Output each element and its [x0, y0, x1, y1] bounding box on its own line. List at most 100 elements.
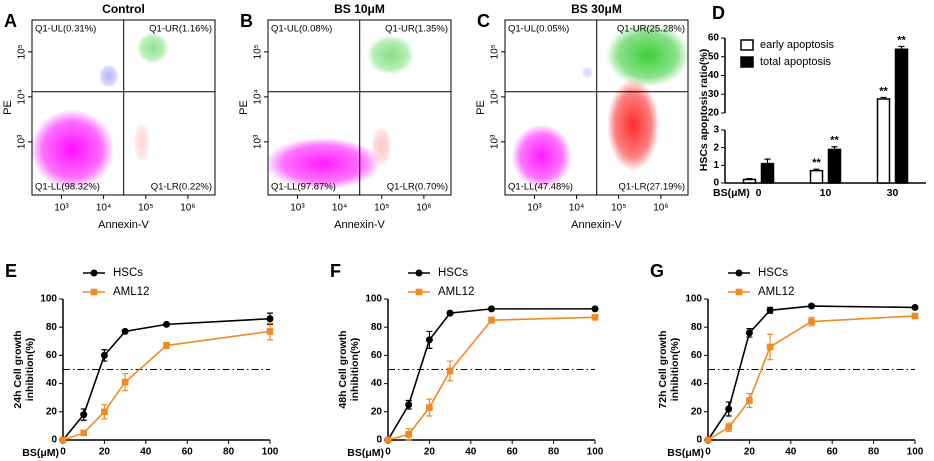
- y-axis-label: 24h Cell growth: [12, 330, 24, 408]
- x-tick-label: 0: [60, 447, 66, 458]
- marker: [766, 306, 774, 314]
- x-tick-label: 10⁶: [416, 203, 431, 214]
- event-clouds: [268, 35, 415, 190]
- x-axis-label: BS(μM): [22, 447, 59, 459]
- x-tick-label: 30: [887, 187, 899, 199]
- marker: [725, 424, 732, 431]
- quadrant-label: Q1-UR(1.35%): [385, 24, 448, 35]
- x-tick-label: 10⁵: [611, 203, 626, 214]
- marker: [488, 316, 495, 324]
- y-tick-label: 0: [51, 435, 57, 446]
- legend-marker: [735, 288, 743, 296]
- y-tick-label: 1: [713, 160, 719, 171]
- legend-swatch: [740, 56, 754, 68]
- y-axis-label: PE: [238, 100, 250, 115]
- quadrant-label: Q1-UL(0.08%): [271, 24, 332, 35]
- marker: [80, 411, 88, 419]
- y-tick-label: 60: [691, 350, 703, 361]
- y-tick-label: 20: [371, 406, 383, 417]
- legend-label: early apoptosis: [760, 39, 834, 51]
- y-axis-label: inhibition(%): [24, 338, 36, 402]
- legend-marker: [90, 288, 98, 296]
- legend-label: AML12: [113, 286, 149, 298]
- y-tick-label: 60: [371, 350, 383, 361]
- y-axis-label: HSCs apoptosis ratio(%): [698, 49, 710, 172]
- x-tick-label: 40: [465, 447, 477, 458]
- legend-label: total apoptosis: [760, 56, 831, 68]
- x-tick-label: 10⁵: [138, 203, 153, 214]
- quadrant-label: Q1-UL(0.05%): [508, 24, 569, 35]
- y-tick-label: 3: [713, 125, 719, 136]
- event-cloud: [133, 122, 150, 163]
- legend-label: AML12: [758, 286, 794, 298]
- legend-marker: [415, 288, 423, 296]
- y-tick-label: 0: [713, 178, 719, 189]
- significance-label: **: [897, 34, 906, 46]
- marker: [911, 312, 919, 320]
- marker: [425, 336, 433, 344]
- y-tick-label: 20: [708, 108, 720, 119]
- bar: [894, 48, 909, 184]
- panel-letter: G: [650, 261, 664, 281]
- panel-letter: B: [240, 11, 253, 31]
- x-tick-label: 40: [785, 447, 797, 458]
- y-tick-label: 10⁵: [490, 44, 501, 59]
- marker: [911, 303, 919, 311]
- panel-title: BS 10μM: [334, 2, 385, 16]
- event-cloud: [371, 126, 392, 166]
- marker: [80, 429, 87, 437]
- x-axis-label: BS(μM): [347, 447, 384, 459]
- quadrant-label: Q1-LL(98.32%): [35, 182, 100, 193]
- y-tick-label: 30: [708, 89, 720, 100]
- error-bar: [831, 146, 838, 150]
- error-bar: [746, 177, 753, 180]
- y-tick-label: 10⁴: [490, 89, 501, 104]
- y-tick-label: 10⁴: [253, 89, 264, 104]
- bar: [742, 178, 757, 184]
- marker: [405, 401, 413, 409]
- quadrant-label: Q1-UL(0.31%): [35, 24, 96, 35]
- panel-letter: A: [4, 11, 17, 31]
- y-tick-label: 10⁵: [17, 44, 28, 59]
- marker: [384, 436, 392, 444]
- x-tick-label: 100: [907, 447, 924, 458]
- y-tick-label: 20: [46, 406, 58, 417]
- x-tick-label: 80: [548, 447, 560, 458]
- y-axis-label: inhibition(%): [349, 338, 361, 402]
- x-tick-label: 10⁶: [180, 203, 195, 214]
- x-tick-label: 40: [140, 447, 152, 458]
- quadrant-label: Q1-LL(47.48%): [508, 182, 573, 193]
- y-tick-label: 2: [713, 142, 719, 153]
- significance-label: **: [830, 135, 839, 147]
- x-axis-label: Annexin-V: [571, 219, 622, 231]
- event-cloud: [511, 124, 572, 189]
- x-axis-label: Annexin-V: [334, 219, 385, 231]
- event-cloud: [268, 137, 381, 190]
- event-clouds: [32, 32, 169, 190]
- error-bar: [898, 45, 905, 50]
- y-tick-label: 10³: [17, 134, 28, 149]
- marker: [725, 405, 733, 413]
- quadrant-label: Q1-LR(0.22%): [151, 182, 212, 193]
- x-tick-label: 10: [820, 187, 832, 199]
- y-axis-label: 72h Cell growth: [657, 330, 669, 408]
- quadrant-label: Q1-LL(97.87%): [271, 182, 336, 193]
- marker: [266, 328, 274, 335]
- bar: [760, 162, 775, 184]
- significance-label: **: [812, 157, 821, 169]
- marker: [446, 367, 454, 375]
- y-axis-label: PE: [475, 100, 487, 115]
- marker: [746, 397, 753, 404]
- marker: [121, 378, 129, 386]
- y-axis-label: 48h Cell growth: [337, 330, 349, 408]
- error-bar: [813, 168, 820, 171]
- marker: [808, 318, 815, 325]
- event-clouds: [511, 23, 688, 189]
- marker: [266, 315, 274, 323]
- x-tick-label: 0: [385, 447, 391, 458]
- series-line: [387, 308, 595, 441]
- x-tick-label: 10³: [290, 203, 305, 214]
- x-tick-label: 0: [756, 187, 762, 199]
- marker: [100, 351, 108, 359]
